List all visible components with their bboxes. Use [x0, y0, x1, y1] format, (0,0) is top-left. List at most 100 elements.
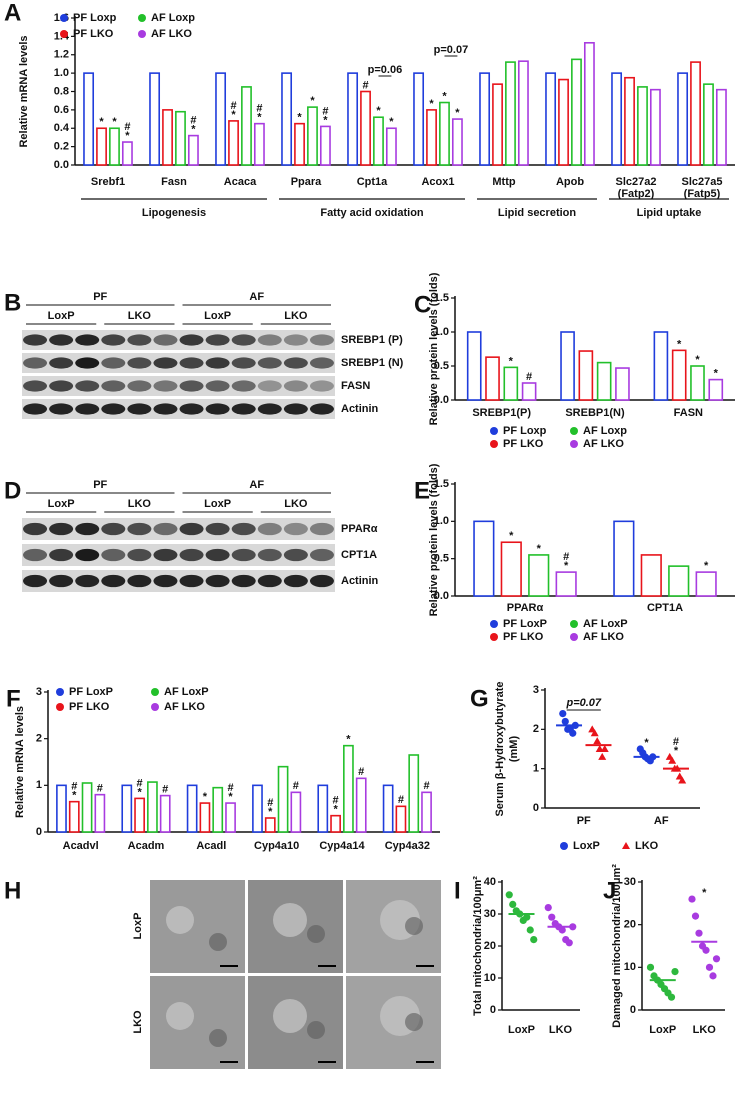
- bar: [413, 72, 425, 166]
- bar: [385, 127, 397, 166]
- bar: [290, 791, 302, 833]
- x-tick-label: AF: [654, 815, 669, 827]
- blot-band: [257, 522, 282, 536]
- data-point: [569, 729, 577, 737]
- significance-marker: *: [442, 90, 447, 102]
- legend-label: AF LKO: [151, 28, 192, 40]
- significance-marker: *: [537, 543, 542, 555]
- legend-marker: [138, 14, 146, 22]
- group-label: AF: [249, 291, 264, 303]
- blot-band: [205, 548, 230, 562]
- micrograph-detail: [307, 925, 325, 943]
- y-tick-label: 10: [624, 961, 636, 973]
- group-label: Lipogenesis: [142, 207, 206, 219]
- bar: [225, 802, 236, 833]
- blot-band: [127, 522, 152, 536]
- significance-marker: *: [429, 98, 434, 110]
- legend-label: AF Loxp: [583, 425, 627, 437]
- data-point: [709, 972, 717, 980]
- bar: [624, 76, 635, 166]
- bar: [317, 784, 329, 833]
- significance-marker: *: [702, 887, 707, 899]
- significance-marker: *: [310, 95, 315, 107]
- y-tick-label: 0.0: [434, 394, 449, 406]
- blot-band: [257, 574, 282, 588]
- row-label: LoxP: [132, 913, 144, 940]
- x-tick-label: SREBP1(P): [472, 407, 531, 419]
- bar: [360, 90, 371, 166]
- data-point: [565, 939, 573, 947]
- annotation: p=0.07: [434, 44, 469, 56]
- significance-marker: *: [509, 530, 514, 542]
- blot-band: [309, 548, 334, 562]
- data-point: [600, 745, 609, 752]
- bar: [212, 786, 224, 833]
- x-tick-label: LoxP: [649, 1024, 676, 1036]
- data-point: [544, 904, 552, 912]
- bar: [715, 88, 727, 166]
- bar: [703, 83, 714, 166]
- bar: [578, 350, 594, 401]
- bar: [439, 101, 450, 166]
- y-axis-title: Relative mRNA levels: [18, 35, 30, 147]
- blot-band: [101, 357, 126, 369]
- row-label: Actinin: [341, 403, 379, 415]
- legend-label: PF Loxp: [503, 425, 547, 437]
- bar: [56, 784, 67, 833]
- bar: [640, 554, 662, 597]
- blot-band: [153, 357, 178, 369]
- blot-band: [49, 334, 74, 346]
- bar: [583, 42, 595, 166]
- legend-marker: [560, 842, 568, 850]
- row-label: CPT1A: [341, 549, 377, 561]
- x-tick-label: Ppara: [291, 176, 322, 188]
- bar: [571, 58, 582, 166]
- bar: [149, 72, 161, 166]
- x-tick-label: LKO: [549, 1024, 573, 1036]
- blot-band: [75, 403, 100, 415]
- y-axis-title: Serum β-Hydroxybutyrate: [494, 681, 506, 816]
- blot-band: [179, 380, 204, 392]
- legend-marker: [138, 30, 146, 38]
- blot-band: [75, 522, 100, 536]
- blot-band: [153, 334, 178, 346]
- legend-marker: [570, 440, 578, 448]
- data-point: [523, 913, 531, 921]
- legend-label: PF LKO: [73, 28, 114, 40]
- row-label: Actinin: [341, 575, 379, 587]
- blot-band: [257, 380, 282, 392]
- bar: [521, 382, 537, 401]
- y-tick-label: 0.2: [54, 141, 69, 153]
- y-axis-title: Total mitochondria/100μm²: [472, 876, 484, 1016]
- blot-strip: [22, 399, 335, 419]
- data-point: [691, 912, 700, 920]
- data-point: [505, 891, 513, 899]
- micrograph-detail: [273, 903, 307, 937]
- subgroup-label: LoxP: [204, 310, 231, 322]
- significance-marker: *: [714, 368, 719, 380]
- data-point: [705, 963, 714, 971]
- significance-marker: #: [398, 794, 404, 806]
- bar: [558, 78, 569, 166]
- data-point: [695, 929, 703, 937]
- legend-marker: [570, 427, 578, 435]
- data-point: [646, 963, 655, 971]
- row-label: SREBP1 (N): [341, 357, 404, 369]
- group-label: PF: [93, 479, 107, 491]
- bar: [408, 754, 420, 833]
- blot-band: [231, 574, 256, 588]
- blot-band: [205, 380, 230, 392]
- bar: [545, 72, 557, 166]
- data-point: [548, 913, 556, 921]
- blot-strip: [22, 376, 335, 396]
- data-point: [559, 710, 567, 718]
- x-tick-label: LKO: [693, 1024, 717, 1036]
- y-tick-label: 1.0: [434, 326, 449, 338]
- significance-marker: #: [333, 795, 339, 807]
- y-tick-label: 20: [624, 919, 636, 931]
- blot-band: [153, 574, 178, 588]
- blot-band: [101, 548, 126, 562]
- blot-band: [205, 357, 230, 369]
- bar: [121, 141, 133, 166]
- bar: [653, 331, 669, 401]
